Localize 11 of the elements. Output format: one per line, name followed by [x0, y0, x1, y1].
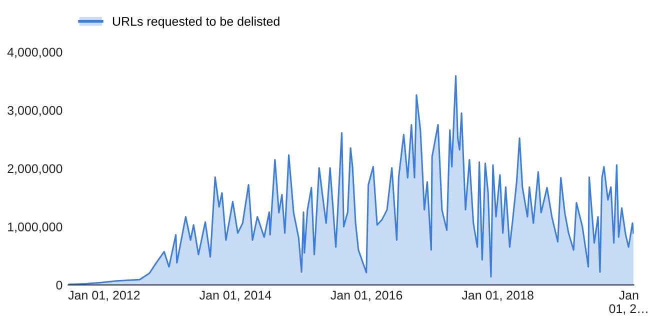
y-tick-label: 4,000,000: [7, 48, 62, 58]
x-tick-label: Jan 01, 2014: [199, 290, 272, 302]
x-tick-label: Jan 01, 2018: [462, 290, 534, 302]
x-tick-label: Jan 01, 2…: [609, 290, 648, 315]
y-tick-label: 2,000,000: [8, 164, 62, 175]
y-tick-label: 0: [56, 280, 62, 290]
y-tick-label: 1,000,000: [8, 222, 62, 233]
x-tick-label: Jan 01, 2016: [330, 290, 402, 302]
x-tick-label: Jan 01, 2012: [68, 290, 140, 302]
y-tick-label: 3,000,000: [8, 106, 62, 116]
legend-label: URLs requested to be delisted: [112, 16, 280, 28]
